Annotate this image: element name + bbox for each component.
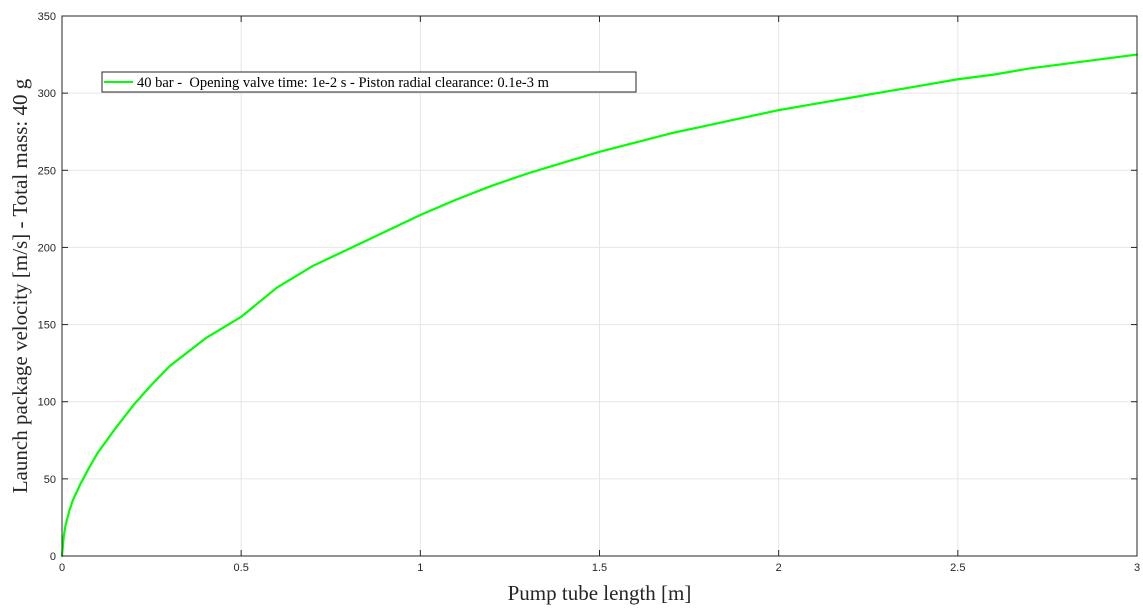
x-tick-label: 1.5 — [592, 562, 607, 574]
legend-box — [101, 71, 637, 93]
y-tick-label: 300 — [38, 88, 56, 100]
y-axis-title: Launch package velocity [m/s] - Total ma… — [8, 78, 32, 493]
x-axis-title: Pump tube length [m] — [508, 581, 692, 605]
x-tick-label: 0.5 — [234, 562, 249, 574]
x-tick-label: 3 — [1134, 562, 1140, 574]
y-tick-label: 150 — [38, 320, 56, 332]
y-tick-label: 250 — [38, 165, 56, 177]
y-tick-labels: 0 50 100 150 200 250 300 350 — [38, 11, 56, 563]
legend-entry: 40 bar - Opening valve time: 1e-2 s - Pi… — [137, 75, 550, 91]
x-tick-label: 2 — [776, 562, 782, 574]
x-tick-label: 1 — [417, 562, 423, 574]
y-tick-label: 0 — [50, 551, 56, 563]
x-tick-label: 2.5 — [950, 562, 965, 574]
x-tick-label: 0 — [59, 562, 65, 574]
series-layer — [60, 53, 1139, 558]
y-tick-label: 350 — [38, 11, 56, 23]
y-tick-label: 200 — [38, 242, 56, 254]
x-tick-labels: 0 0.5 1 1.5 2 2.5 3 — [59, 562, 1140, 574]
legend: 40 bar - Opening valve time: 1e-2 s - Pi… — [101, 71, 637, 93]
grid — [61, 15, 1138, 557]
axis-ticks — [61, 15, 1138, 557]
y-tick-label: 50 — [44, 474, 56, 486]
series-line — [60, 53, 1139, 558]
y-tick-label: 100 — [38, 397, 56, 409]
